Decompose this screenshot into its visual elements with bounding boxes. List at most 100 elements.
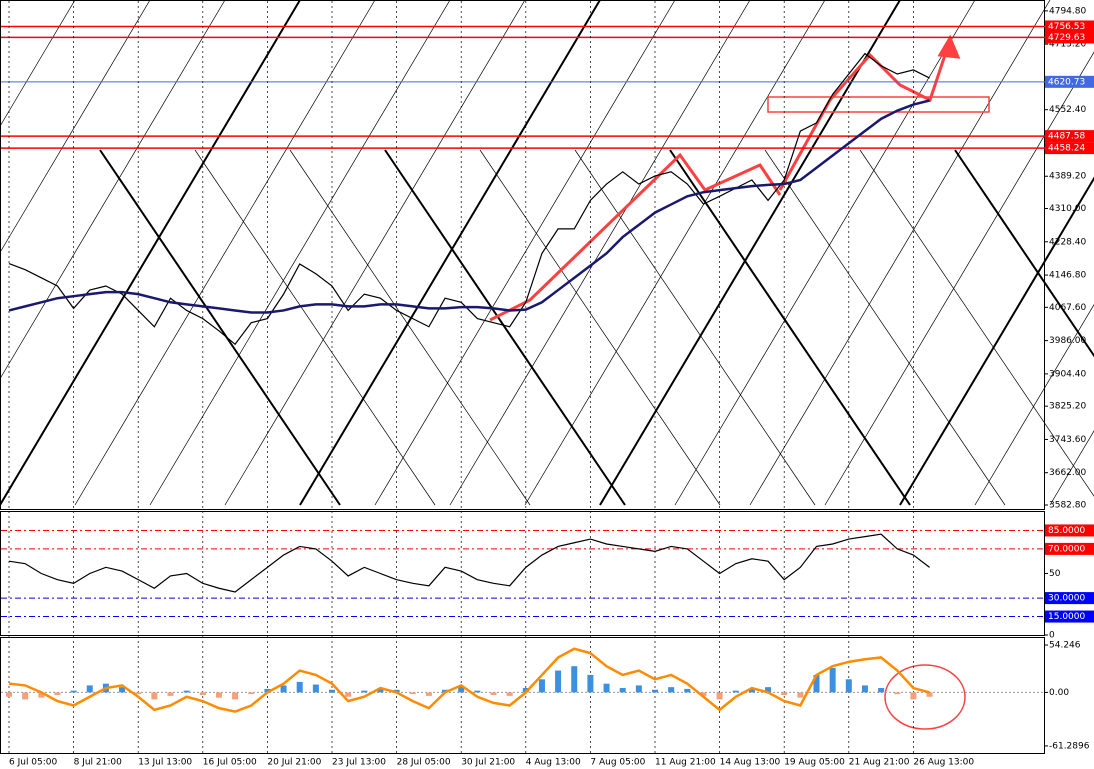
y-tick-label: 4713.20 bbox=[1049, 40, 1086, 50]
histogram-bar bbox=[894, 692, 901, 695]
histogram-bar bbox=[6, 692, 12, 697]
histogram-bar bbox=[748, 688, 755, 693]
histogram-bar bbox=[458, 687, 465, 693]
y-tick-label: 4794.80 bbox=[1049, 6, 1086, 16]
histogram-bar bbox=[571, 666, 578, 693]
trend-line bbox=[954, 149, 1094, 358]
arrow-path bbox=[489, 152, 782, 322]
level-tag bbox=[1045, 75, 1094, 88]
histogram-bar bbox=[797, 692, 804, 698]
trend-line bbox=[524, 0, 826, 506]
y-tick-label: 4146.80 bbox=[1049, 271, 1086, 281]
histogram-bar bbox=[199, 692, 206, 696]
trend-line bbox=[574, 149, 816, 506]
trend-line bbox=[974, 303, 1094, 506]
highlight-circle bbox=[884, 664, 966, 730]
histogram-bar bbox=[474, 690, 481, 693]
histogram-bar bbox=[926, 692, 933, 697]
trend-line bbox=[899, 176, 1094, 506]
level-label: 30.0000 bbox=[1048, 594, 1085, 604]
histogram-bar bbox=[684, 688, 691, 693]
y-tick-label: 54.246 bbox=[1049, 641, 1081, 651]
x-tick-label: 23 Jul 13:00 bbox=[332, 758, 386, 768]
y-tick-label: 3662.00 bbox=[1049, 468, 1086, 478]
histogram-bar bbox=[232, 692, 239, 700]
level-label: 4458.24 bbox=[1048, 144, 1085, 154]
annotations bbox=[489, 34, 990, 730]
histogram-bar bbox=[248, 692, 255, 695]
histogram-bar bbox=[845, 679, 852, 693]
level-label: 4756.53 bbox=[1048, 22, 1085, 32]
histogram-bar bbox=[280, 685, 287, 693]
x-tick-label: 26 Aug 13:00 bbox=[913, 758, 974, 768]
level-tag bbox=[1045, 592, 1094, 605]
trend-line bbox=[0, 0, 151, 254]
trend-line bbox=[764, 149, 1006, 506]
trend-line bbox=[824, 51, 1094, 506]
trend-line bbox=[599, 0, 901, 506]
trend-line bbox=[449, 0, 751, 506]
histogram-bar bbox=[587, 674, 594, 693]
arrow-head bbox=[937, 34, 961, 59]
level-label: 15.0000 bbox=[1048, 612, 1085, 622]
trend-line bbox=[224, 0, 526, 506]
trend-line bbox=[374, 0, 676, 506]
zone-box bbox=[767, 96, 990, 113]
histogram-bar bbox=[86, 685, 93, 693]
trend-line bbox=[1049, 430, 1094, 506]
histogram-bar bbox=[264, 688, 271, 693]
histogram-bar bbox=[522, 688, 529, 693]
macd-pane bbox=[0, 637, 1045, 754]
histogram-bar bbox=[619, 688, 626, 693]
histogram-bar bbox=[329, 689, 335, 693]
series-line bbox=[8, 647, 930, 713]
y-tick-label: 3825.20 bbox=[1049, 402, 1086, 412]
histogram-bar bbox=[393, 689, 400, 693]
level-label: 70.0000 bbox=[1048, 544, 1085, 554]
y-tick-label: 4067.60 bbox=[1049, 303, 1086, 313]
x-tick-label: 14 Aug 13:00 bbox=[720, 758, 781, 768]
x-tick-label: 6 Jul 05:00 bbox=[9, 758, 58, 768]
histogram-bar bbox=[861, 685, 868, 693]
arrow-path bbox=[778, 39, 952, 191]
series-line bbox=[8, 99, 930, 314]
y-tick-label: 3743.60 bbox=[1049, 435, 1086, 445]
x-tick-label: 16 Jul 05:00 bbox=[203, 758, 257, 768]
trend-line bbox=[479, 149, 721, 506]
histogram-bar bbox=[135, 692, 142, 695]
trend-line bbox=[194, 149, 436, 506]
histogram-bar bbox=[296, 681, 303, 693]
level-tag bbox=[1045, 31, 1094, 44]
x-tick-label: 7 Aug 05:00 bbox=[590, 758, 645, 768]
histogram-bar bbox=[409, 692, 416, 695]
histogram-bar bbox=[910, 692, 917, 700]
histogram-bar bbox=[151, 692, 158, 700]
x-tick-label: 28 Jul 05:00 bbox=[397, 758, 451, 768]
level-label: 4620.73 bbox=[1048, 77, 1085, 87]
histogram-bar bbox=[829, 667, 836, 693]
series-line bbox=[8, 533, 930, 593]
trend-line bbox=[289, 149, 531, 506]
level-label: 4487.58 bbox=[1048, 132, 1085, 142]
trend-line bbox=[0, 0, 301, 506]
level-tag bbox=[1045, 610, 1094, 623]
y-tick-label: 50 bbox=[1049, 569, 1061, 579]
level-tag bbox=[1045, 142, 1094, 155]
y-tick-label: 4389.20 bbox=[1049, 172, 1086, 182]
level-tag bbox=[1045, 542, 1094, 555]
y-tick-label: 3986.00 bbox=[1049, 336, 1086, 346]
histogram-bar bbox=[732, 690, 739, 693]
x-tick-label: 19 Aug 05:00 bbox=[784, 758, 845, 768]
trend-line bbox=[859, 149, 1094, 497]
x-tick-label: 4 Aug 13:00 bbox=[526, 758, 581, 768]
y-tick-label: 0 bbox=[1049, 631, 1055, 641]
histogram-bar bbox=[878, 688, 885, 693]
x-tick-label: 30 Jul 21:00 bbox=[461, 758, 515, 768]
trend-lines bbox=[0, 0, 1094, 506]
rsi-pane bbox=[0, 511, 1045, 636]
x-tick-label: 8 Jul 21:00 bbox=[74, 758, 123, 768]
trend-line bbox=[384, 149, 626, 506]
histogram-bar bbox=[603, 683, 610, 693]
histogram-bar bbox=[215, 692, 222, 698]
histogram-bar bbox=[183, 690, 190, 693]
